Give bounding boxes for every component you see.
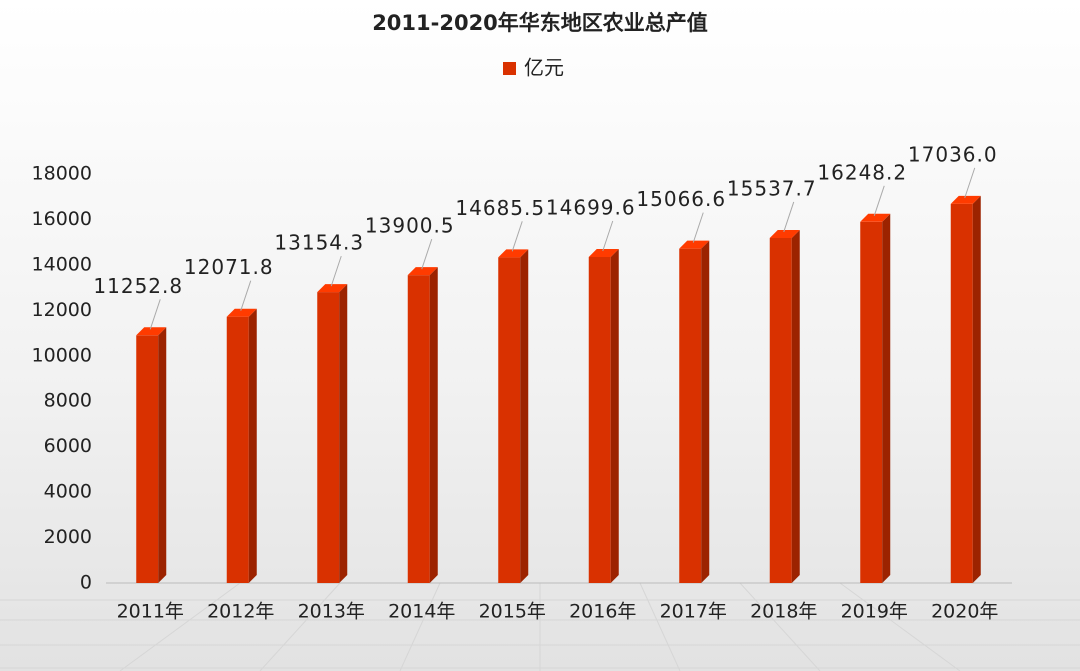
x-tick-label: 2016年 (569, 601, 636, 623)
value-label: 16248.2 (817, 160, 907, 184)
bar-front (498, 257, 521, 583)
bar-front (226, 316, 249, 583)
y-tick-label: 6000 (44, 435, 92, 457)
leader-line (240, 280, 252, 311)
bar-top (136, 327, 167, 336)
bar-top (317, 284, 348, 293)
y-tick-label: 4000 (44, 481, 92, 503)
bar-side (429, 267, 438, 583)
bar (498, 249, 529, 583)
value-label: 12071.8 (184, 255, 274, 279)
bar (407, 267, 438, 583)
value-label: 14699.6 (546, 195, 636, 219)
bar-side (791, 229, 800, 584)
bar-top (407, 267, 438, 276)
leader-line (602, 220, 614, 252)
leader-line (692, 212, 704, 243)
value-label: 13154.3 (274, 231, 364, 255)
bar (679, 240, 710, 583)
y-tick-label: 18000 (32, 163, 92, 185)
bar-side (610, 248, 619, 583)
bar-side (339, 284, 348, 583)
y-tick-label: 8000 (44, 390, 92, 412)
y-tick-label: 12000 (32, 299, 92, 321)
bar (860, 213, 891, 583)
bar (588, 248, 619, 583)
x-tick-label: 2018年 (750, 601, 817, 623)
bar-side (701, 240, 710, 583)
value-label: 11252.8 (93, 274, 183, 298)
legend-label: 亿元 (524, 56, 564, 80)
bar-top (769, 229, 800, 238)
x-tick-label: 2020年 (931, 601, 998, 623)
bar-side (248, 308, 257, 583)
bar-front (769, 237, 792, 584)
bar-front (588, 256, 611, 583)
x-tick-label: 2011年 (117, 601, 184, 623)
value-label: 17036.0 (908, 142, 998, 166)
leader-line (783, 201, 795, 233)
bar-top (950, 195, 981, 204)
bar-side (520, 249, 529, 583)
bar-front (679, 248, 702, 583)
bar-top (588, 248, 619, 257)
leader-line (964, 167, 976, 199)
bar-front (317, 292, 340, 583)
bar (136, 327, 167, 583)
bar-top (226, 308, 257, 317)
y-tick-label: 16000 (32, 208, 92, 230)
bar-front (136, 335, 159, 583)
leader-line (149, 299, 161, 330)
leader-line (511, 221, 523, 252)
bar (317, 284, 348, 583)
value-label: 14685.5 (455, 196, 545, 220)
bar-front (860, 221, 883, 583)
y-tick-label: 0 (80, 572, 92, 594)
leader-line (330, 255, 342, 287)
bar-side (972, 195, 981, 583)
bar-side (158, 327, 167, 583)
y-tick-label: 2000 (44, 526, 92, 548)
bar (226, 308, 257, 583)
x-tick-label: 2015年 (479, 601, 546, 623)
x-tick-label: 2013年 (298, 601, 365, 623)
x-tick-label: 2017年 (660, 601, 727, 623)
bar-front (950, 203, 973, 583)
bar-top (860, 213, 891, 222)
leader-line (873, 185, 885, 216)
x-tick-label: 2012年 (207, 601, 274, 623)
x-tick-label: 2014年 (388, 601, 455, 623)
legend-swatch (503, 62, 516, 75)
bar (950, 195, 981, 583)
bar-front (407, 275, 430, 583)
value-label: 15537.7 (727, 176, 817, 200)
floor-grid (0, 582, 1080, 671)
value-label: 15066.6 (636, 187, 726, 211)
bar-side (882, 213, 891, 583)
value-label: 13900.5 (365, 214, 455, 238)
y-tick-label: 10000 (32, 344, 92, 366)
bar (769, 229, 800, 584)
x-tick-label: 2019年 (841, 601, 908, 623)
leader-line (421, 238, 433, 270)
chart-title: 2011-2020年华东地区农业总产值 (372, 11, 708, 35)
bar-top (498, 249, 529, 258)
y-tick-label: 14000 (32, 253, 92, 275)
bar-top (679, 240, 710, 249)
